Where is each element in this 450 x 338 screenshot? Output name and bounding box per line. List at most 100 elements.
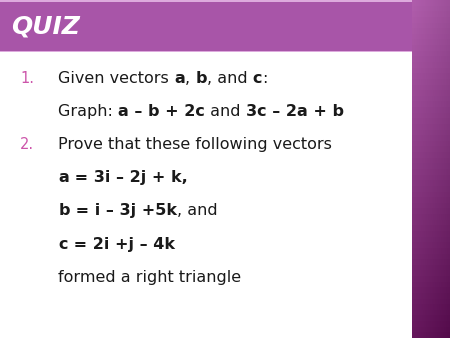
Bar	[412, 51, 450, 56]
Bar	[419, 0, 420, 338]
Bar	[412, 45, 450, 51]
Bar	[412, 237, 450, 242]
Bar	[414, 0, 415, 338]
Text: 1.: 1.	[20, 71, 34, 86]
Bar	[437, 0, 438, 338]
Bar	[412, 248, 450, 254]
Bar	[412, 220, 450, 225]
Bar	[412, 34, 450, 40]
Bar	[416, 0, 417, 338]
Text: :: :	[262, 71, 267, 86]
Bar	[413, 0, 414, 338]
Bar	[412, 0, 413, 338]
Bar	[412, 6, 450, 11]
Bar	[412, 113, 450, 118]
Bar	[429, 0, 430, 338]
Bar	[412, 146, 450, 152]
Bar	[440, 0, 441, 338]
Bar	[412, 101, 450, 107]
Bar	[0, 0, 412, 52]
Bar	[412, 79, 450, 84]
Bar	[412, 197, 450, 203]
Bar	[435, 0, 436, 338]
Bar	[412, 265, 450, 270]
Text: c: c	[252, 71, 262, 86]
Bar	[420, 0, 421, 338]
Text: QUIZ: QUIZ	[11, 14, 80, 38]
Bar	[412, 163, 450, 169]
Bar	[412, 270, 450, 276]
Bar	[424, 0, 425, 338]
Text: Graph:: Graph:	[58, 104, 118, 119]
Bar	[0, 2, 412, 51]
Bar	[412, 254, 450, 259]
Bar	[412, 23, 450, 28]
Text: = 2i +j – 4k: = 2i +j – 4k	[68, 237, 175, 251]
Bar	[412, 152, 450, 158]
Bar	[412, 298, 450, 304]
Text: c: c	[58, 237, 68, 251]
Bar	[412, 73, 450, 79]
Bar	[412, 90, 450, 96]
Bar	[412, 310, 450, 315]
Bar	[431, 0, 432, 338]
Bar	[412, 203, 450, 209]
Bar	[433, 0, 434, 338]
Text: a: a	[58, 170, 69, 185]
Bar	[412, 327, 450, 332]
Bar	[412, 135, 450, 141]
Bar	[421, 0, 422, 338]
Text: b: b	[195, 71, 207, 86]
Bar	[428, 0, 429, 338]
Bar	[412, 276, 450, 282]
Text: 2.: 2.	[20, 137, 34, 152]
Bar	[412, 259, 450, 265]
Bar	[412, 118, 450, 124]
Bar	[412, 84, 450, 90]
Bar	[412, 282, 450, 287]
Text: a – b + 2c: a – b + 2c	[118, 104, 205, 119]
Bar	[441, 0, 442, 338]
Text: , and: , and	[177, 203, 218, 218]
Bar	[423, 0, 424, 338]
Bar	[412, 129, 450, 135]
Bar	[412, 225, 450, 231]
Bar	[446, 0, 447, 338]
Bar	[412, 124, 450, 129]
Bar	[412, 293, 450, 298]
Bar	[412, 180, 450, 186]
Bar	[426, 0, 427, 338]
Bar	[412, 186, 450, 192]
Bar	[412, 304, 450, 310]
Bar	[412, 17, 450, 23]
Bar	[415, 0, 416, 338]
Bar	[412, 62, 450, 68]
Bar	[444, 0, 445, 338]
Text: = i – 3j +5k: = i – 3j +5k	[70, 203, 177, 218]
Bar	[417, 0, 418, 338]
Bar	[447, 0, 448, 338]
Bar	[439, 0, 440, 338]
Text: a: a	[175, 71, 185, 86]
Bar	[422, 0, 423, 338]
Bar	[412, 0, 450, 6]
Bar	[438, 0, 439, 338]
Bar	[412, 169, 450, 175]
Bar	[434, 0, 435, 338]
Text: = 3i – 2j + k,: = 3i – 2j + k,	[69, 170, 188, 185]
Bar	[412, 231, 450, 237]
Bar	[412, 68, 450, 73]
Bar	[412, 28, 450, 34]
Bar	[412, 332, 450, 338]
Text: Given vectors: Given vectors	[58, 71, 175, 86]
Bar	[412, 158, 450, 163]
Bar	[412, 214, 450, 220]
Bar	[412, 175, 450, 180]
Bar	[412, 321, 450, 327]
Text: and: and	[205, 104, 246, 119]
Text: b: b	[58, 203, 70, 218]
Bar	[448, 0, 449, 338]
Bar	[412, 96, 450, 101]
Bar	[425, 0, 426, 338]
Text: ,: ,	[185, 71, 195, 86]
